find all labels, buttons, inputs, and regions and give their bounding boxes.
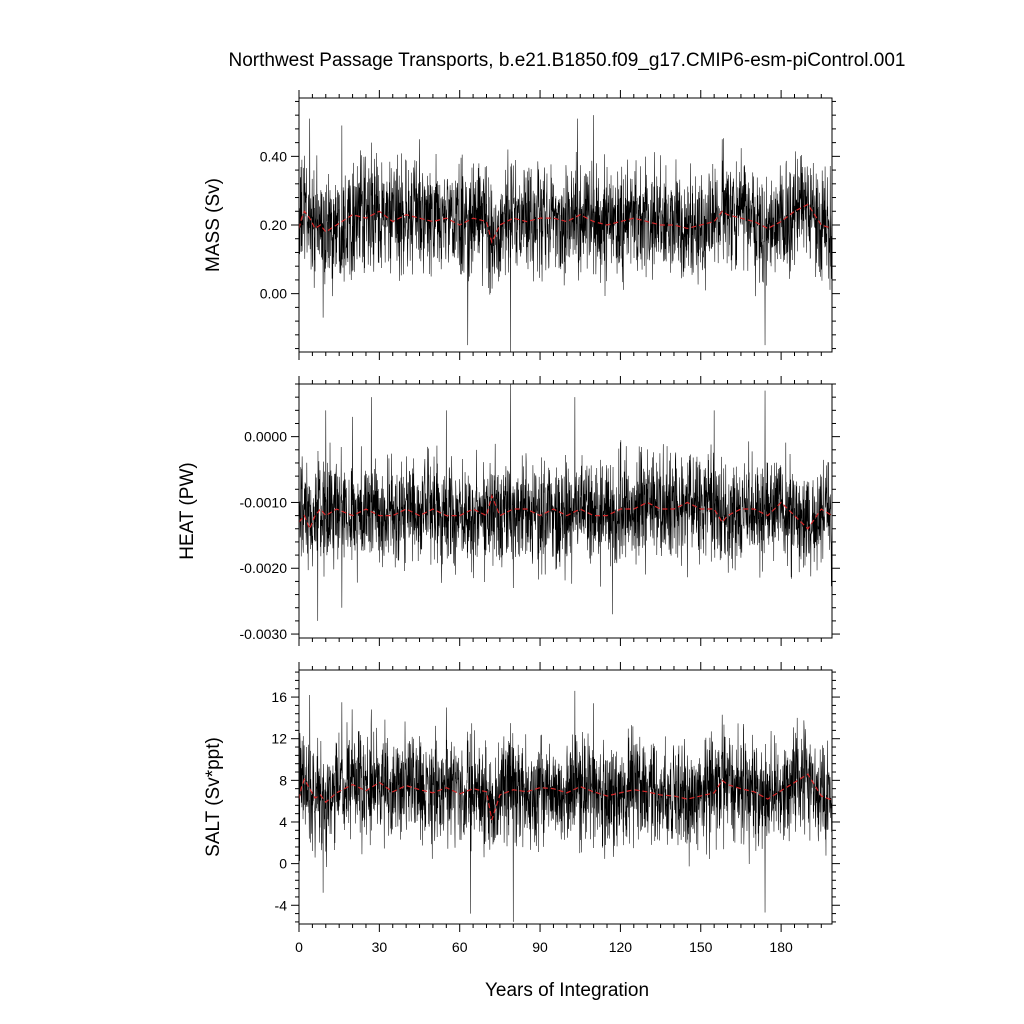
annual-mean-series-line-3 [299, 773, 832, 821]
panels: 0.00 0.20 0.40 MASS (Sv) 0.0000 -0.0010 -0.002… [177, 90, 840, 955]
y-axis-label-3: SALT (Sv*ppt) [203, 737, 224, 857]
y-tick-label: 0.00 [260, 286, 287, 302]
y-tick-label: -4 [275, 897, 288, 913]
y-tick-label: -0.0020 [240, 560, 288, 576]
y-tick-label: 8 [279, 772, 287, 788]
y-tick-label: 0.20 [260, 217, 287, 233]
y-tick-label: -0.0030 [240, 626, 288, 642]
panel-1: 0.00 0.20 0.40 MASS (Sv) [203, 90, 840, 360]
x-tick-label: 180 [769, 939, 793, 955]
monthly-series-line-1 [299, 115, 832, 352]
plot-frame-2 [298, 383, 833, 639]
y-tick-label: 0 [279, 856, 287, 872]
y-tick-label: 4 [279, 814, 287, 830]
y-tick-label: -0.0010 [240, 494, 288, 510]
monthly-series-line-3 [299, 690, 832, 922]
x-tick-label: 120 [609, 939, 633, 955]
y-tick-label: 12 [271, 731, 287, 747]
y-tick-label: 0.40 [260, 148, 287, 164]
x-axis-label: Years of Integration [485, 980, 649, 1001]
y-axis-label-1: MASS (Sv) [203, 178, 224, 272]
x-tick-label: 0 [295, 939, 303, 955]
figure-title: Northwest Passage Transports, b.e21.B185… [229, 50, 906, 71]
panel-3: 0 30 60 90 120 150 180 -4 0 4 8 12 16 SALT (Sv*ppt) [203, 662, 840, 955]
annual-mean-series-line-2 [299, 493, 832, 531]
monthly-series-line-2 [299, 384, 832, 621]
panel-2: 0.0000 -0.0010 -0.0020 -0.0030 HEAT (PW) [177, 376, 840, 646]
x-tick-label: 90 [532, 939, 548, 955]
y-tick-label: 16 [271, 689, 287, 705]
y-axis-label-2: HEAT (PW) [177, 462, 198, 559]
x-tick-label: 30 [372, 939, 388, 955]
y-tick-label: 0.0000 [244, 429, 287, 445]
annual-mean-series-line-1 [299, 203, 832, 244]
x-tick-label: 60 [452, 939, 468, 955]
x-tick-label: 150 [689, 939, 713, 955]
